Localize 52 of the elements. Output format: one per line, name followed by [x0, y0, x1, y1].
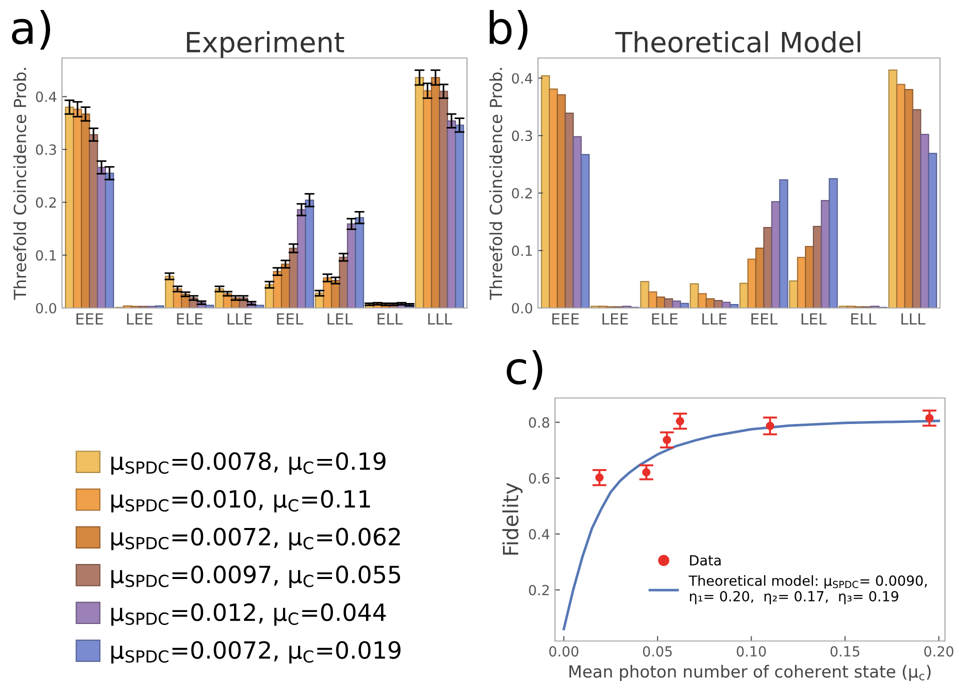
x-tick-label: LEL — [328, 313, 353, 324]
y-tick-label: 0.3 — [512, 130, 532, 142]
x-tick-label: 0.00 — [549, 646, 578, 657]
legend-label: μ$_{SPDC}$=0.010, μ$_{C}$=0.11 — [111, 490, 370, 512]
y-tick-label: 0.2 — [36, 197, 56, 208]
x-tick-label: ELE — [652, 313, 678, 324]
legend-label: μ$_{SPDC}$=0.0078, μ$_{C}$=0.19 — [111, 452, 386, 475]
legend-label: μ$_{SPDC}$=0.0072, μ$_{C}$=0.019 — [111, 641, 400, 664]
legend-label: μ$_{SPDC}$=0.0097, μ$_{C}$=0.055 — [111, 566, 400, 588]
x-tick-label: EEL — [277, 313, 304, 324]
x-tick-label: LLL — [428, 313, 452, 324]
y-tick-label: 0.8 — [528, 417, 550, 428]
text: b) — [490, 10, 528, 50]
y-tick-label: 0.4 — [528, 528, 550, 540]
chart-title: Experiment — [186, 31, 344, 58]
text: c) — [506, 350, 542, 390]
x-tick-label: ELL — [851, 313, 876, 324]
x-tick-label: LLE — [228, 313, 252, 324]
x-tick-label: EEE — [76, 313, 103, 324]
text: a) — [12, 10, 50, 50]
x-axis-title: Mean photon number of coherent state (μ$_{c}$) — [569, 664, 931, 681]
x-tick-label: LEE — [602, 313, 628, 324]
y-tick-label: 0.2 — [528, 584, 549, 596]
y-tick-label: 0.1 — [36, 250, 56, 261]
y-tick-label: 0.1 — [512, 245, 532, 256]
x-tick-label: LEL — [802, 313, 827, 324]
y-tick-label: 0.6 — [528, 473, 550, 484]
y-tick-label: 0.0 — [512, 302, 532, 314]
x-tick-label: EEL — [751, 313, 778, 324]
x-tick-label: ELE — [177, 313, 202, 324]
y-axis-title: Threefold Coincidence Prob. — [489, 68, 502, 300]
legend-label: μ$_{SPDC}$=0.0072, μ$_{C}$=0.062 — [111, 528, 400, 550]
y-axis-title: Threefold Coincidence Prob. — [13, 68, 26, 300]
x-tick-label: LEE — [127, 313, 152, 324]
y-tick-label: 0.2 — [512, 188, 532, 199]
x-tick-label: 0.20 — [924, 646, 954, 657]
y-tick-label: 0.3 — [36, 144, 56, 155]
x-tick-label: 0.05 — [643, 646, 672, 657]
x-tick-label: 0.10 — [736, 646, 766, 657]
x-tick-label: EEE — [552, 313, 579, 324]
y-tick-label: 0.0 — [36, 302, 56, 314]
y-axis-title: Fidelity — [502, 482, 522, 555]
legend-label: Data — [690, 555, 721, 566]
x-tick-label: LLL — [901, 313, 926, 324]
legend-label: Theoretical model: μ$_{SPDC}$= 0.0090, η₁= 0.20, η₂= 0.17, η₃= 0.19 — [688, 575, 927, 604]
x-tick-label: LLE — [702, 313, 727, 324]
chart-title: Theoretical Model — [615, 31, 860, 53]
y-tick-label: 0.4 — [512, 73, 532, 84]
y-tick-label: 0.4 — [36, 92, 56, 102]
x-tick-label: 0.15 — [830, 646, 860, 657]
x-tick-label: ELL — [378, 313, 403, 324]
legend-label: μ$_{SPDC}$=0.012, μ$_{C}$=0.044 — [111, 603, 386, 626]
